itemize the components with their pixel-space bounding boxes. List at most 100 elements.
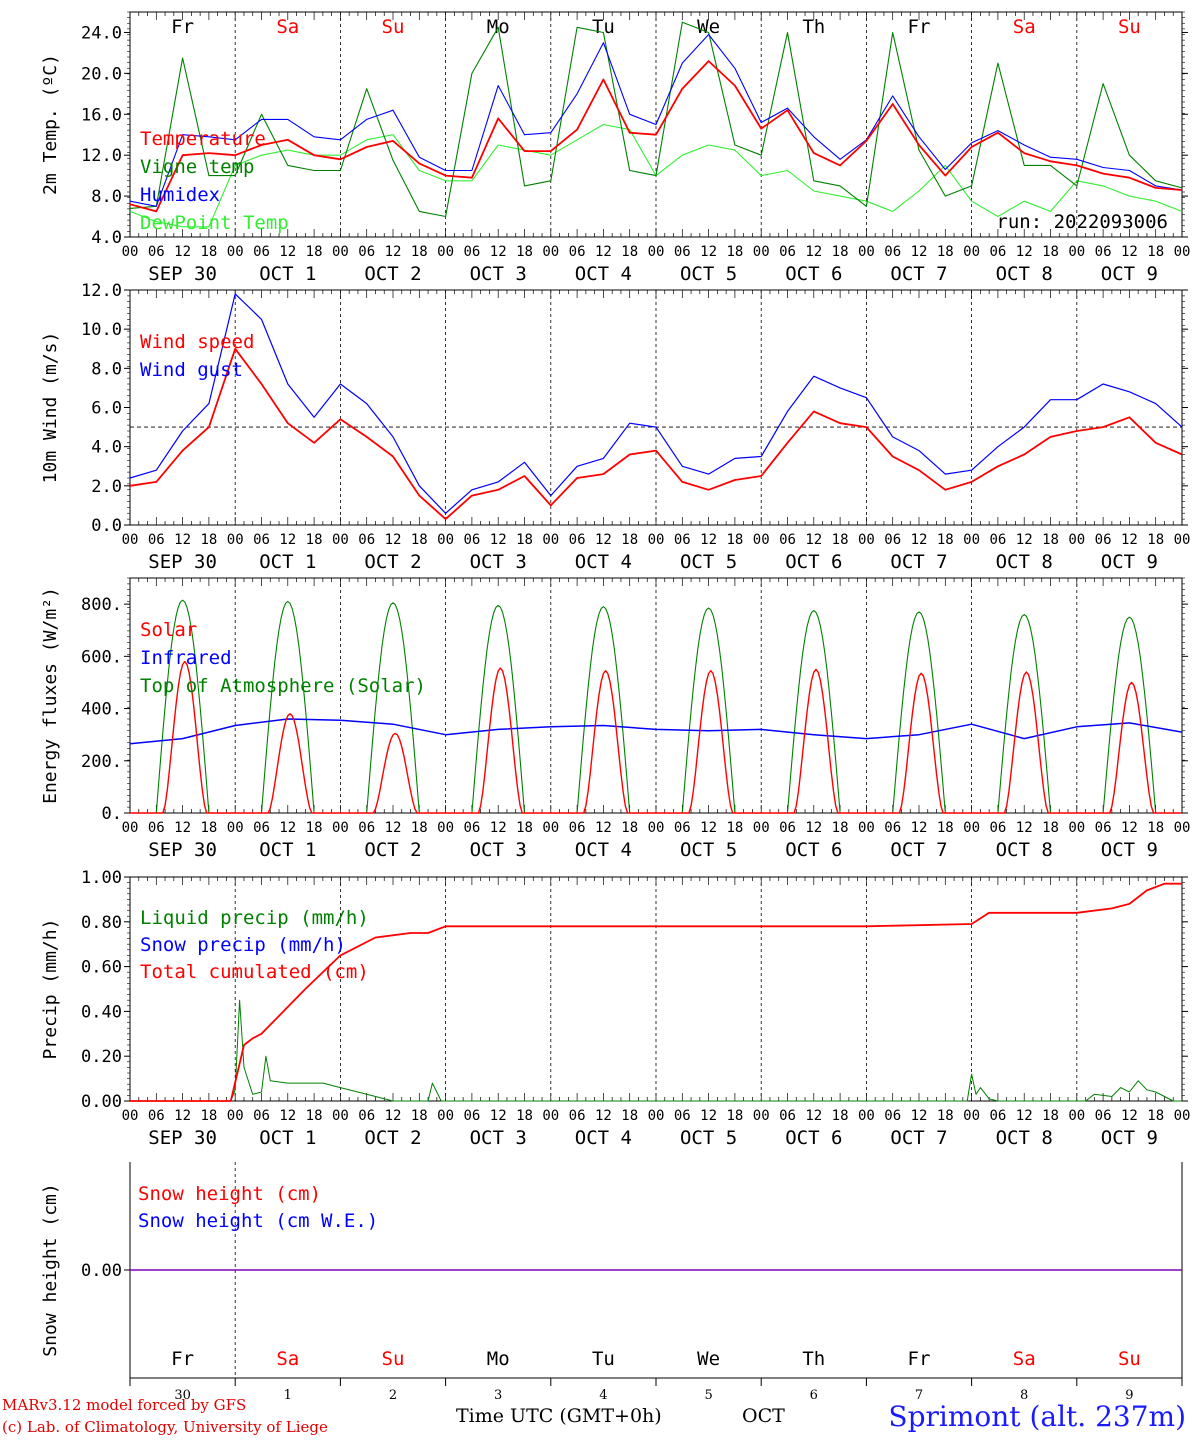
- panel-3-hour-label: 18: [516, 820, 533, 836]
- panel-4-hour-label: 06: [989, 1108, 1006, 1124]
- panel-1-weekday: Fr: [171, 16, 194, 38]
- panel-3-hour-label: 06: [989, 820, 1006, 836]
- panel-5-weekday: Mo: [487, 1348, 510, 1370]
- panel-3-hour-label: 18: [621, 820, 638, 836]
- panel-1-hour-label: 00: [332, 244, 349, 260]
- panel-3-hour-label: 18: [411, 820, 428, 836]
- panel-5-day-number: 7: [915, 1388, 923, 1403]
- panel-3-hour-label: 06: [358, 820, 375, 836]
- panel-4-hour-label: 12: [595, 1108, 612, 1124]
- panel-2-hour-label: 06: [148, 532, 165, 548]
- panel-2-hour-label: 12: [174, 532, 191, 548]
- panel-4-hour-label: 12: [279, 1108, 296, 1124]
- panel-1-hour-label: 00: [227, 244, 244, 260]
- series-infrared: [129, 718, 1183, 745]
- panel-2-ytick-label: 8.0: [91, 359, 122, 379]
- panel-3-hour-label: 00: [963, 820, 980, 836]
- panel-5-day-number: 30: [174, 1388, 191, 1403]
- panel-3-hour-label: 12: [174, 820, 191, 836]
- series-solar: [130, 660, 1182, 814]
- series-humidex: [129, 33, 1183, 207]
- panel-3-hour-label: 06: [779, 820, 796, 836]
- panel-1-hour-label: 00: [437, 244, 454, 260]
- series-liquid-precip: [130, 999, 1182, 1102]
- panel-4-hour-label: 06: [1095, 1108, 1112, 1124]
- panel-1-hour-label: 18: [832, 244, 849, 260]
- panel-1-day-label: OCT 1: [259, 263, 316, 285]
- panel-2-hour-label: 00: [1174, 532, 1191, 548]
- panel-4-hour-label: 18: [621, 1108, 638, 1124]
- panel-1-hour-label: 06: [884, 244, 901, 260]
- panel-4-day-label: OCT 4: [575, 1127, 632, 1149]
- panel-1-hour-label: 06: [358, 244, 375, 260]
- panel-4-day-label: OCT 1: [259, 1127, 316, 1149]
- panel-1-ytick-label: 24.0: [81, 23, 122, 43]
- panel-2-hour-label: 18: [411, 532, 428, 548]
- panel-5-weekday: We: [697, 1348, 720, 1370]
- panel-3-day-label: OCT 7: [890, 839, 947, 861]
- panel-4-hour-label: 12: [911, 1108, 928, 1124]
- panel-1-hour-label: 18: [516, 244, 533, 260]
- panel-3-hour-label: 12: [385, 820, 402, 836]
- panel-5-weekday: Tu: [592, 1348, 615, 1370]
- panel-3-hour-label: 00: [1174, 820, 1191, 836]
- panel-1-hour-label: 12: [805, 244, 822, 260]
- panel-5-day-number: 3: [494, 1388, 502, 1403]
- panel-2-hour-label: 18: [516, 532, 533, 548]
- panel-5-weekday: Th: [802, 1348, 825, 1370]
- panel-1-hour-label: 06: [148, 244, 165, 260]
- panel-4-hour-label: 12: [1121, 1108, 1138, 1124]
- panel-3-hour-label: 06: [884, 820, 901, 836]
- panel-3-ytick-label: 600.: [81, 647, 122, 667]
- panel-1-day-label: OCT 4: [575, 263, 632, 285]
- panel-5-ylabel: Snow height (cm): [40, 1183, 61, 1356]
- panel-3-day-label: OCT 3: [470, 839, 527, 861]
- panel-1-weekday: Sa: [1013, 16, 1036, 38]
- panel-1-hour-label: 18: [1147, 244, 1164, 260]
- panel-5-weekday: Sa: [276, 1348, 299, 1370]
- panel-3-hour-label: 12: [700, 820, 717, 836]
- panel-4-hour-label: 00: [858, 1108, 875, 1124]
- panel-2-ytick-label: 4.0: [91, 438, 122, 458]
- panel-5-legend-1: Snow height (cm W.E.): [138, 1210, 378, 1232]
- panel-2-hour-label: 00: [437, 532, 454, 548]
- panel-3-hour-label: 00: [753, 820, 770, 836]
- panel-2-hour-label: 12: [805, 532, 822, 548]
- panel-2-hour-label: 00: [1068, 532, 1085, 548]
- panel-2-hour-label: 18: [621, 532, 638, 548]
- panel-1-hour-label: 18: [937, 244, 954, 260]
- panel-4-hour-label: 12: [700, 1108, 717, 1124]
- panel-1-legend-0: Temperature: [140, 128, 266, 150]
- panel-2-hour-label: 06: [358, 532, 375, 548]
- panel-3-day-label: OCT 4: [575, 839, 632, 861]
- model-credit: MARv3.12 model forced by GFS: [2, 1396, 247, 1414]
- panel-1-hour-label: 00: [122, 244, 139, 260]
- panel-2-ytick-label: 12.0: [81, 281, 122, 301]
- panel-1-hour-label: 12: [1016, 244, 1033, 260]
- panel-3-ytick-label: 400.: [81, 700, 122, 720]
- panel-4-hour-label: 06: [569, 1108, 586, 1124]
- panel-2-ytick-label: 6.0: [91, 399, 122, 419]
- panel-1-hour-label: 18: [621, 244, 638, 260]
- panel-3-ytick-label: 200.: [81, 752, 122, 772]
- panel-1-hour-label: 18: [1042, 244, 1059, 260]
- panel-1-ytick-label: 12.0: [81, 146, 122, 166]
- panel-3-hour-label: 00: [858, 820, 875, 836]
- panel-1-hour-label: 18: [306, 244, 323, 260]
- panel-1-hour-label: 06: [463, 244, 480, 260]
- panel-1-hour-label: 06: [569, 244, 586, 260]
- panel-1-weekday: Tu: [592, 16, 615, 38]
- panel-1-hour-label: 18: [726, 244, 743, 260]
- panel-1-legend-3: DewPoint Temp: [140, 212, 289, 234]
- panel-3-hour-label: 12: [1016, 820, 1033, 836]
- panel-3-hour-label: 12: [911, 820, 928, 836]
- panel-5-day-number: 9: [1125, 1388, 1133, 1403]
- panel-1-hour-label: 00: [648, 244, 665, 260]
- panel-3-hour-label: 06: [463, 820, 480, 836]
- panel-4-hour-label: 00: [227, 1108, 244, 1124]
- panel-1-hour-label: 00: [1068, 244, 1085, 260]
- panel-4-ytick-label: 0.20: [81, 1047, 122, 1067]
- panel-3-day-label: OCT 6: [785, 839, 842, 861]
- panel-2-hour-label: 00: [332, 532, 349, 548]
